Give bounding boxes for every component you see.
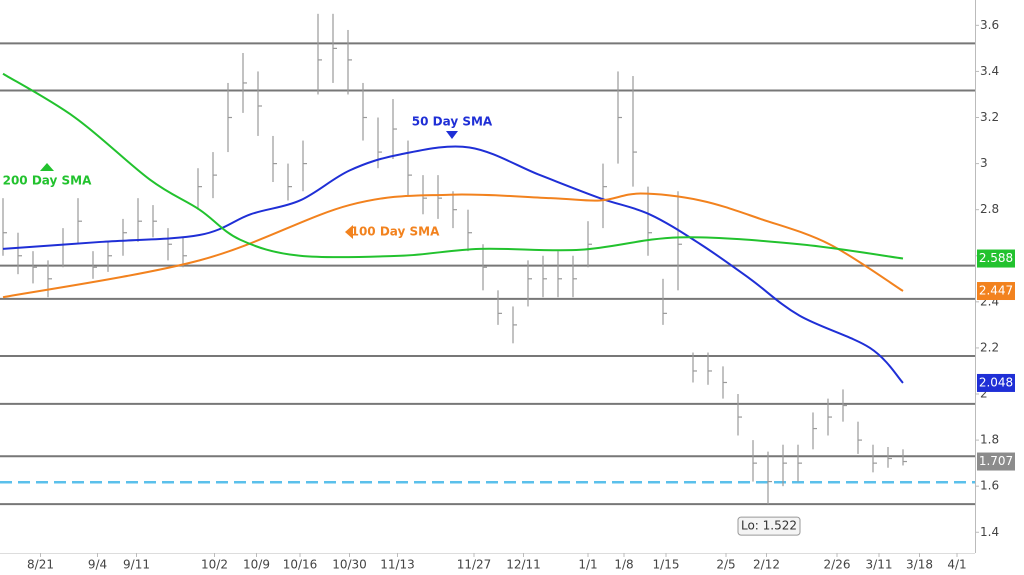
x-tick-label: 8/21 [27, 558, 54, 572]
x-tick-label: 1/8 [614, 558, 633, 572]
x-tick-label: 9/11 [123, 558, 150, 572]
sma-value-label: 2.588 [979, 251, 1013, 265]
y-tick-label: 2.2 [980, 340, 999, 354]
x-tick-label: 2/12 [753, 558, 780, 572]
x-tick-label: 10/16 [283, 558, 318, 572]
y-tick-label: 2.8 [980, 202, 999, 216]
x-tick-label: 10/9 [243, 558, 270, 572]
y-tick-label: 3.4 [980, 64, 999, 78]
x-tick-label: 4/1 [947, 558, 966, 572]
legend-label: 50 Day SMA [412, 115, 493, 129]
sma-value-label: 2.447 [979, 284, 1013, 298]
sma-line [2, 145, 904, 384]
sma-value-box [977, 282, 1015, 301]
legend-marker [446, 131, 458, 139]
x-tick-label: 2/26 [824, 558, 851, 572]
y-tick-label: 1.4 [980, 525, 999, 539]
last-price-label: 1.707 [979, 454, 1013, 468]
low-annotation-box [737, 516, 801, 536]
y-tick-label: 1.8 [980, 433, 999, 447]
legend-label: 100 Day SMA [351, 225, 441, 239]
y-tick-label: 3 [980, 156, 988, 170]
sma-value-box [977, 373, 1015, 392]
x-tick-label: 12/11 [506, 558, 541, 572]
x-tick-label: 9/4 [88, 558, 107, 572]
sma-line [2, 72, 904, 260]
sma-value-box [977, 249, 1015, 268]
sma-value-label: 2.048 [979, 375, 1013, 389]
legend-marker [40, 163, 54, 171]
x-tick-label: 3/11 [866, 558, 893, 572]
x-tick-label: 2/5 [716, 558, 735, 572]
last-price-box [977, 452, 1015, 471]
x-tick-label: 3/18 [906, 558, 933, 572]
x-tick-label: 10/2 [201, 558, 228, 572]
y-tick-label: 3.2 [980, 110, 999, 124]
y-tick-label: 3.6 [980, 18, 999, 32]
x-tick-label: 10/30 [332, 558, 367, 572]
y-tick-label: 2 [980, 387, 988, 401]
x-tick-label: 11/27 [457, 558, 492, 572]
sma-line [2, 192, 904, 299]
legend-marker [345, 225, 353, 239]
x-tick-label: 1/15 [653, 558, 680, 572]
y-tick-label: 1.6 [980, 479, 999, 493]
low-annotation: Lo: 1.522 [741, 519, 797, 533]
legend-label: 200 Day SMA [3, 174, 93, 188]
x-tick-label: 11/13 [380, 558, 415, 572]
x-tick-label: 1/1 [578, 558, 597, 572]
